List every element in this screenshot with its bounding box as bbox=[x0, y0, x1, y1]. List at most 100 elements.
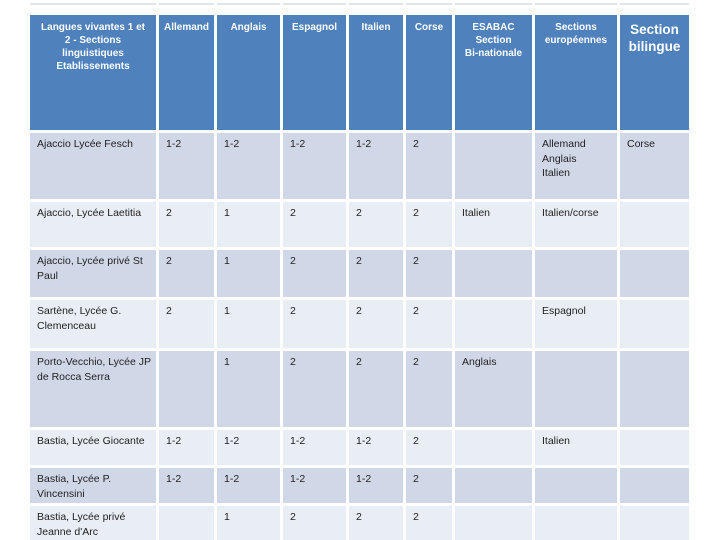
row-label: Porto-Vecchio, Lycée JP de Rocca Serra bbox=[30, 351, 156, 427]
table-cell bbox=[620, 300, 689, 348]
row-label: Bastia, Lycée P. Vincensini bbox=[30, 468, 156, 504]
table-cell: 1-2 bbox=[159, 133, 214, 199]
table-cell: 1 bbox=[217, 202, 280, 247]
table-cell: 2 bbox=[406, 250, 452, 297]
table-cell: 2 bbox=[349, 506, 403, 540]
table-cell bbox=[620, 430, 689, 465]
table-cell bbox=[159, 351, 214, 427]
col-header-sections-europeennes: Sections européennes bbox=[535, 15, 617, 130]
table-row: Sartène, Lycée G. Clemenceau 2 1 2 2 2 Espagno… bbox=[30, 300, 689, 348]
table-cell: 2 bbox=[283, 506, 346, 540]
table-cell: Italien bbox=[455, 202, 532, 247]
table-cell: 2 bbox=[349, 250, 403, 297]
table-cell bbox=[620, 202, 689, 247]
table-cell: 1-2 bbox=[159, 430, 214, 465]
table-cell: 1-2 bbox=[349, 430, 403, 465]
table-cell bbox=[455, 430, 532, 465]
table-cell: 2 bbox=[159, 250, 214, 297]
table-cell: 1-2 bbox=[217, 468, 280, 504]
table-cell: Corse bbox=[620, 133, 689, 199]
table-cell: 1 bbox=[217, 506, 280, 540]
table-cell: 2 bbox=[406, 506, 452, 540]
row-label: Bastia, Lycée privé Jeanne d'Arc bbox=[30, 506, 156, 540]
col-header-allemand: Allemand bbox=[159, 15, 214, 130]
cropped-row-top-sliver bbox=[217, 3, 280, 5]
col-header-etablissements: Langues vivantes 1 et 2 - Sections lingu… bbox=[30, 15, 156, 130]
table-cell: 2 bbox=[349, 351, 403, 427]
col-header-anglais: Anglais bbox=[217, 15, 280, 130]
table-cell bbox=[455, 250, 532, 297]
cropped-row-top-sliver bbox=[620, 3, 689, 5]
header-row: Langues vivantes 1 et 2 - Sections lingu… bbox=[30, 15, 689, 130]
table-row: Ajaccio, Lycée Laetitia 2 1 2 2 2 Italien Itali… bbox=[30, 202, 689, 247]
col-header-corse: Corse bbox=[406, 15, 452, 130]
table-cell: 1-2 bbox=[159, 468, 214, 504]
table-cell: Italien bbox=[535, 430, 617, 465]
table-cell bbox=[620, 468, 689, 504]
row-label: Ajaccio, Lycée privé St Paul bbox=[30, 250, 156, 297]
table-cell: Anglais bbox=[455, 351, 532, 427]
table-cell bbox=[455, 468, 532, 504]
table-cell: 2 bbox=[283, 300, 346, 348]
table-cell: 1 bbox=[217, 250, 280, 297]
table-cell bbox=[159, 506, 214, 540]
table-cell: 1-2 bbox=[283, 133, 346, 199]
table-cell: 2 bbox=[283, 351, 346, 427]
table-cell bbox=[620, 250, 689, 297]
cropped-row-top-sliver bbox=[535, 3, 617, 5]
table-cell: 2 bbox=[283, 202, 346, 247]
table-cell: 2 bbox=[406, 468, 452, 504]
table-cell bbox=[455, 300, 532, 348]
table-cell: 2 bbox=[159, 300, 214, 348]
table-row: Bastia, Lycée Giocante 1-2 1-2 1-2 1-2 2 Itali… bbox=[30, 430, 689, 465]
col-header-esabac: ESABAC Section Bi-nationale bbox=[455, 15, 532, 130]
cropped-row-top-sliver bbox=[349, 3, 403, 5]
table-cell bbox=[535, 351, 617, 427]
col-header-section-bilingue: Section bilingue bbox=[620, 15, 689, 130]
table-cell: 1-2 bbox=[349, 468, 403, 504]
cropped-row-top-sliver bbox=[455, 3, 532, 5]
table-row: Ajaccio Lycée Fesch 1-2 1-2 1-2 1-2 2 Allemand… bbox=[30, 133, 689, 199]
table-cell: 2 bbox=[406, 351, 452, 427]
table-cell bbox=[535, 250, 617, 297]
table-cell: 1-2 bbox=[217, 133, 280, 199]
table-cell: Italien/corse bbox=[535, 202, 617, 247]
table-cell: 1-2 bbox=[217, 430, 280, 465]
table-cell: 1-2 bbox=[349, 133, 403, 199]
language-sections-table: Langues vivantes 1 et 2 - Sections lingu… bbox=[27, 12, 692, 540]
cropped-row-top-sliver bbox=[283, 3, 346, 5]
table-cell: Allemand Anglais Italien bbox=[535, 133, 617, 199]
table-cell: 2 bbox=[406, 430, 452, 465]
table-cell bbox=[535, 468, 617, 504]
table-cell bbox=[620, 506, 689, 540]
table-cell bbox=[455, 506, 532, 540]
table-cell: 1 bbox=[217, 300, 280, 348]
table-cell: 2 bbox=[159, 202, 214, 247]
table-row: Porto-Vecchio, Lycée JP de Rocca Serra 1 2… bbox=[30, 351, 689, 427]
cropped-row-top-sliver bbox=[159, 3, 214, 5]
table-cell: 2 bbox=[406, 202, 452, 247]
table-cell: 1 bbox=[217, 351, 280, 427]
cropped-row-top-sliver bbox=[30, 3, 156, 5]
table-row: Bastia, Lycée privé Jeanne d'Arc 1 2 2 2 bbox=[30, 506, 689, 540]
table-cell: 1-2 bbox=[283, 468, 346, 504]
table-cell: 2 bbox=[406, 300, 452, 348]
table-row: Ajaccio, Lycée privé St Paul 2 1 2 2 2 bbox=[30, 250, 689, 297]
table-cell bbox=[620, 351, 689, 427]
row-label: Ajaccio, Lycée Laetitia bbox=[30, 202, 156, 247]
table-cell: 1-2 bbox=[283, 430, 346, 465]
cropped-row-top-sliver bbox=[406, 3, 452, 5]
table-cell bbox=[455, 133, 532, 199]
table-row: Bastia, Lycée P. Vincensini 1-2 1-2 1-2 1-2 2 bbox=[30, 468, 689, 504]
table-cell: 2 bbox=[283, 250, 346, 297]
table-cell: Espagnol bbox=[535, 300, 617, 348]
row-label: Ajaccio Lycée Fesch bbox=[30, 133, 156, 199]
col-header-espagnol: Espagnol bbox=[283, 15, 346, 130]
row-label: Bastia, Lycée Giocante bbox=[30, 430, 156, 465]
row-label: Sartène, Lycée G. Clemenceau bbox=[30, 300, 156, 348]
table-cell: 2 bbox=[406, 133, 452, 199]
table-cell: 2 bbox=[349, 300, 403, 348]
col-header-italien: Italien bbox=[349, 15, 403, 130]
table-cell bbox=[535, 506, 617, 540]
